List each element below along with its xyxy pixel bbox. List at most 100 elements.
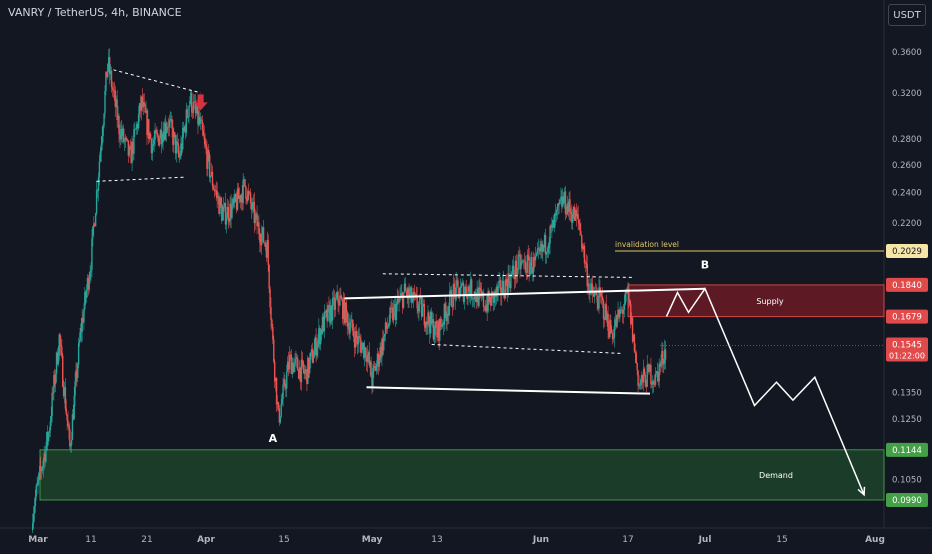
candle-body <box>502 280 505 295</box>
candle-body <box>423 303 426 326</box>
candle-body <box>530 257 532 267</box>
candle-body <box>174 134 177 154</box>
candle-body <box>427 312 429 325</box>
currency-button[interactable]: USDT <box>888 4 926 26</box>
candle-body <box>352 330 355 337</box>
candle-body <box>566 203 568 215</box>
candle-body <box>435 321 437 328</box>
candle-body <box>558 203 560 204</box>
candle-body <box>421 306 424 317</box>
candle-body <box>472 298 475 300</box>
candle-body <box>140 96 143 111</box>
candle-body <box>532 271 534 274</box>
candle-body <box>397 298 399 303</box>
candle-body <box>67 420 69 427</box>
candle-body <box>310 349 313 353</box>
candle-body <box>345 302 348 313</box>
candle-body <box>250 203 253 210</box>
candle-body <box>107 63 109 78</box>
candle-body <box>242 179 244 203</box>
candle-body <box>148 133 151 140</box>
candle-body <box>190 92 192 101</box>
candle-countdown-label: 01:22:00 <box>889 352 925 361</box>
candle-body <box>147 119 149 136</box>
candle-body <box>522 261 524 262</box>
candle-body <box>257 222 259 227</box>
candle-body <box>600 291 602 297</box>
candle-body <box>252 201 255 203</box>
candle-body <box>52 392 54 394</box>
candle-body <box>283 379 285 385</box>
candle-body <box>248 191 250 193</box>
candle-body <box>643 368 646 375</box>
candle-body <box>109 70 112 75</box>
candle-body <box>34 496 37 507</box>
candle-body <box>241 194 243 203</box>
candle-body <box>153 140 155 144</box>
candle-body <box>266 240 268 258</box>
candle-body <box>56 352 59 365</box>
candle-body <box>626 291 628 294</box>
candle-body <box>84 291 86 309</box>
candle-body <box>117 115 119 120</box>
candle-body <box>430 311 433 324</box>
candle-body <box>254 214 256 224</box>
candle-body <box>477 288 479 307</box>
candle-body <box>455 280 457 300</box>
candle-body <box>314 337 316 349</box>
candle-body <box>48 430 51 433</box>
candle-body <box>293 363 295 373</box>
candle-body <box>464 286 466 293</box>
candle-body <box>630 317 633 325</box>
candle-body <box>256 213 258 227</box>
candle-body <box>265 246 268 258</box>
candle-body <box>401 292 404 308</box>
x-tick-label: Mar <box>28 535 48 545</box>
candle-body <box>155 130 157 133</box>
y-tick-label: 0.2800 <box>892 135 922 145</box>
candle-body <box>85 289 88 298</box>
candle-body <box>209 175 212 178</box>
candle-body <box>500 280 502 296</box>
price-badge-label: 0.1840 <box>892 281 922 291</box>
candle-body <box>114 90 116 107</box>
x-tick-label: Aug <box>865 535 885 545</box>
candle-body <box>315 337 317 356</box>
candle-body <box>42 460 44 468</box>
candle-body <box>261 233 263 246</box>
candle-body <box>182 127 184 150</box>
candle-body <box>219 197 221 214</box>
candle-body <box>577 214 579 220</box>
candle-body <box>539 249 541 252</box>
candle-body <box>380 346 382 358</box>
candle-body <box>191 112 194 114</box>
candle-body <box>233 198 235 203</box>
candle-body <box>200 119 203 121</box>
candle-body <box>181 143 183 150</box>
candle-body <box>621 309 624 314</box>
candle-body <box>169 119 171 121</box>
candle-body <box>580 230 582 236</box>
candle-body <box>538 248 540 250</box>
candle-body <box>65 408 67 415</box>
candle-body <box>143 102 145 105</box>
x-tick-label: Apr <box>197 535 215 545</box>
candle-body <box>351 319 353 322</box>
candle-body <box>651 383 653 385</box>
candle-body <box>572 206 575 218</box>
candle-body <box>447 313 449 316</box>
candle-body <box>120 128 122 140</box>
candle-body <box>630 303 632 325</box>
candle-body <box>87 277 90 290</box>
candle-body <box>270 307 272 320</box>
candle-body <box>628 289 630 300</box>
candle-body <box>516 270 518 276</box>
candle-body <box>648 364 650 372</box>
x-tick-label: 21 <box>141 535 152 545</box>
candle-body <box>433 335 435 340</box>
candle-body <box>460 283 463 287</box>
dashed-trendline <box>431 343 623 355</box>
candle-body <box>498 280 500 287</box>
candle-body <box>631 317 634 342</box>
